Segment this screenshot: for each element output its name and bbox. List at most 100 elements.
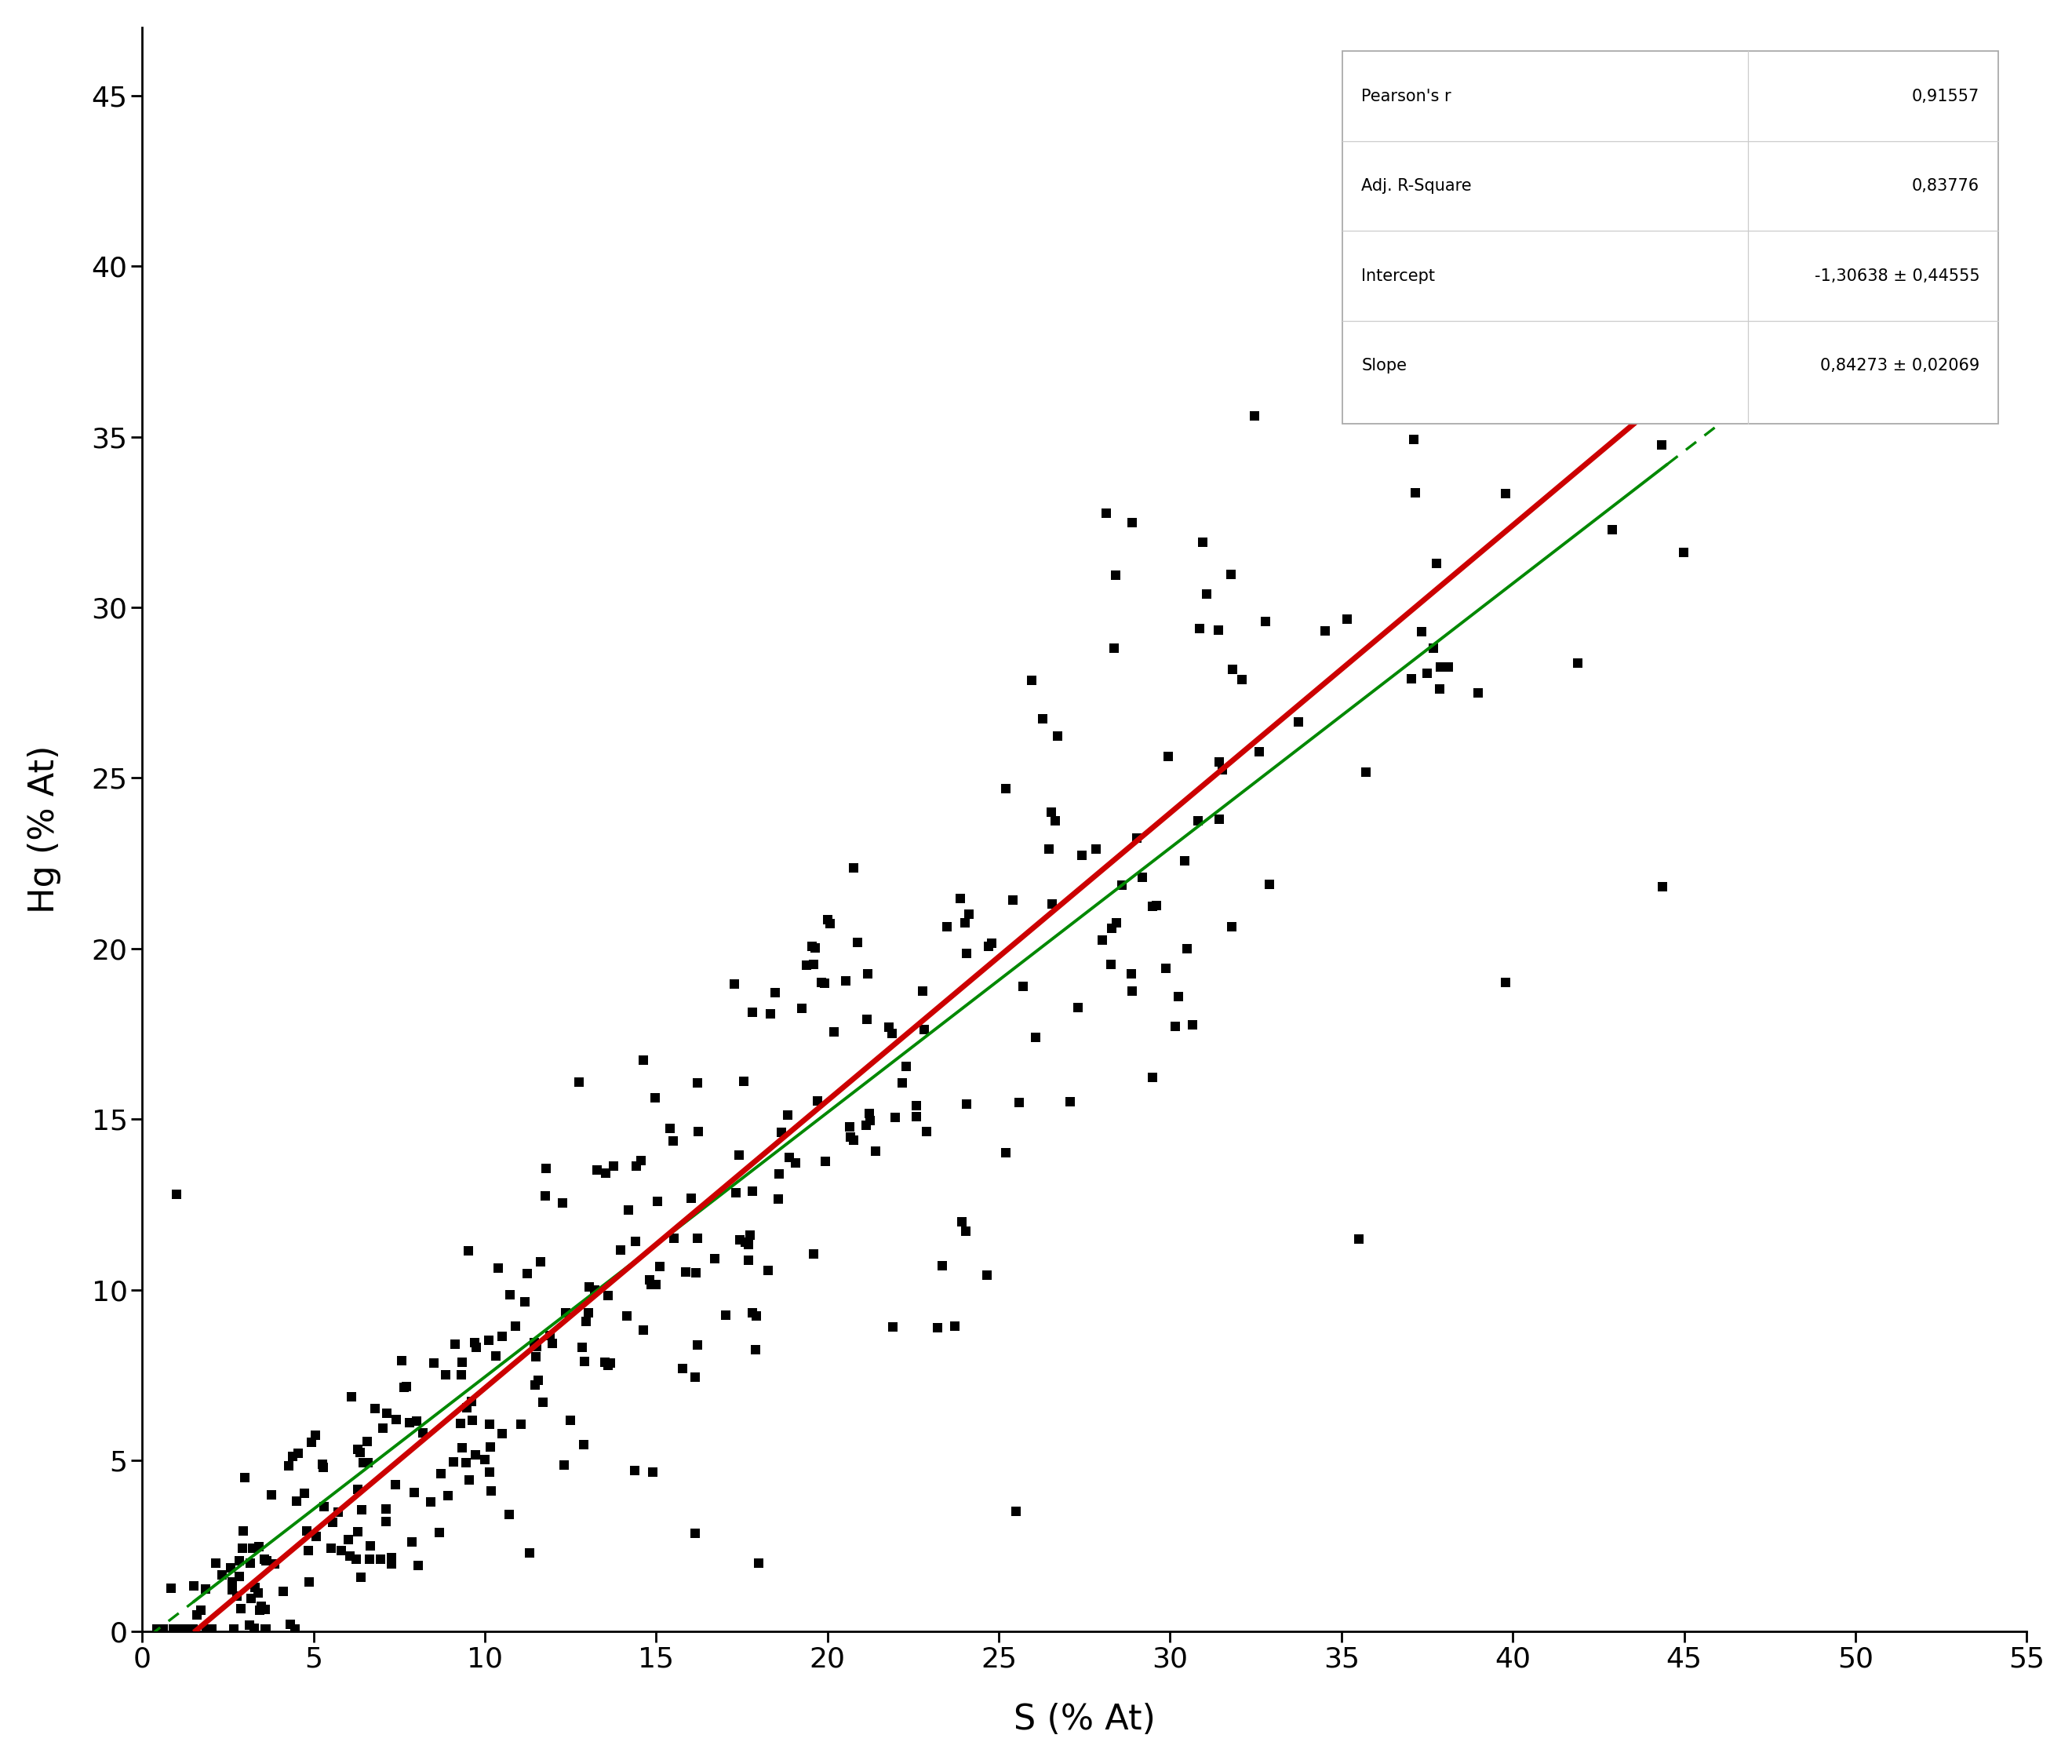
Point xyxy=(1100,561,1133,589)
Point xyxy=(367,1415,400,1443)
Point xyxy=(665,1355,698,1383)
Point xyxy=(290,1517,323,1545)
Point xyxy=(274,1611,307,1639)
Point xyxy=(717,970,750,998)
Point xyxy=(638,1083,671,1111)
Point xyxy=(385,1348,419,1376)
Point xyxy=(222,1547,255,1575)
Point xyxy=(342,1517,375,1545)
Point xyxy=(860,1138,893,1166)
Point xyxy=(669,1258,702,1286)
Point xyxy=(520,1332,553,1360)
Point xyxy=(632,1267,665,1295)
Point xyxy=(317,1508,350,1536)
Point xyxy=(814,908,847,937)
Point xyxy=(1216,654,1249,683)
Point xyxy=(829,967,862,995)
Point xyxy=(804,968,837,997)
Point xyxy=(574,1274,607,1302)
Point xyxy=(653,1115,686,1143)
Point xyxy=(1019,1023,1053,1051)
Point xyxy=(332,1526,365,1554)
Point xyxy=(833,1113,866,1141)
Point xyxy=(547,1189,580,1217)
Point xyxy=(342,1436,375,1464)
Point xyxy=(454,1387,487,1415)
Point xyxy=(278,1616,311,1644)
Point xyxy=(1571,78,1604,106)
Point xyxy=(580,1155,613,1184)
Point xyxy=(334,1542,367,1570)
Y-axis label: Hg (% At): Hg (% At) xyxy=(27,744,60,914)
Point xyxy=(719,1178,752,1207)
Point xyxy=(168,1616,201,1644)
Point xyxy=(568,1431,601,1459)
Point xyxy=(249,1616,282,1644)
Text: Intercept: Intercept xyxy=(1361,268,1436,284)
Point xyxy=(1094,914,1127,942)
Point xyxy=(1115,977,1148,1005)
Point xyxy=(990,1138,1024,1166)
Point xyxy=(238,1614,271,1642)
Point xyxy=(566,1334,599,1362)
Point xyxy=(218,1616,251,1644)
Point xyxy=(852,1099,885,1127)
Point xyxy=(298,1422,332,1450)
Point xyxy=(731,1247,765,1275)
Point xyxy=(733,1221,767,1249)
Point xyxy=(1423,298,1457,326)
Point xyxy=(754,1000,787,1028)
Point xyxy=(396,1528,429,1556)
Point xyxy=(785,993,818,1021)
Point xyxy=(379,1471,412,1499)
Point xyxy=(1595,515,1629,543)
Point xyxy=(369,1506,402,1535)
Point xyxy=(518,1371,551,1399)
Point xyxy=(1639,286,1672,314)
Point xyxy=(524,1247,557,1275)
Point xyxy=(292,1536,325,1565)
Point xyxy=(1411,660,1444,688)
Point xyxy=(236,1535,269,1563)
Point xyxy=(1094,951,1127,979)
Point xyxy=(344,1563,377,1591)
Point xyxy=(483,1254,516,1282)
Point xyxy=(344,1439,377,1468)
X-axis label: S (% At): S (% At) xyxy=(1013,1702,1156,1738)
Point xyxy=(336,1383,369,1411)
Point xyxy=(479,1341,512,1369)
Point xyxy=(1135,893,1169,921)
Point xyxy=(1150,954,1183,983)
Point xyxy=(249,1616,282,1644)
FancyBboxPatch shape xyxy=(1343,51,1999,423)
Point xyxy=(1490,480,1523,508)
Point xyxy=(752,1256,785,1284)
Point xyxy=(626,1316,659,1344)
Point xyxy=(394,1409,427,1438)
Point xyxy=(352,1448,385,1476)
Point xyxy=(657,1224,690,1252)
Point xyxy=(493,1281,526,1309)
Point xyxy=(1419,549,1452,577)
Point xyxy=(143,1616,176,1644)
Point xyxy=(1867,321,1900,349)
Point xyxy=(234,1611,267,1639)
Point xyxy=(375,1551,408,1579)
Point xyxy=(798,933,831,961)
Point xyxy=(365,1545,398,1573)
Point xyxy=(271,1452,305,1480)
Point xyxy=(626,1046,659,1074)
Text: 0,91557: 0,91557 xyxy=(1912,88,1979,104)
Point xyxy=(736,998,769,1027)
Point xyxy=(1225,665,1258,693)
Point xyxy=(876,1020,910,1048)
Point xyxy=(951,940,984,968)
Point xyxy=(437,1448,470,1476)
Point xyxy=(508,1288,541,1316)
Point xyxy=(949,1217,982,1245)
Point xyxy=(678,1519,711,1547)
Point xyxy=(431,1482,464,1510)
Point xyxy=(251,1547,284,1575)
Point xyxy=(1645,873,1678,901)
Point xyxy=(682,1118,715,1147)
